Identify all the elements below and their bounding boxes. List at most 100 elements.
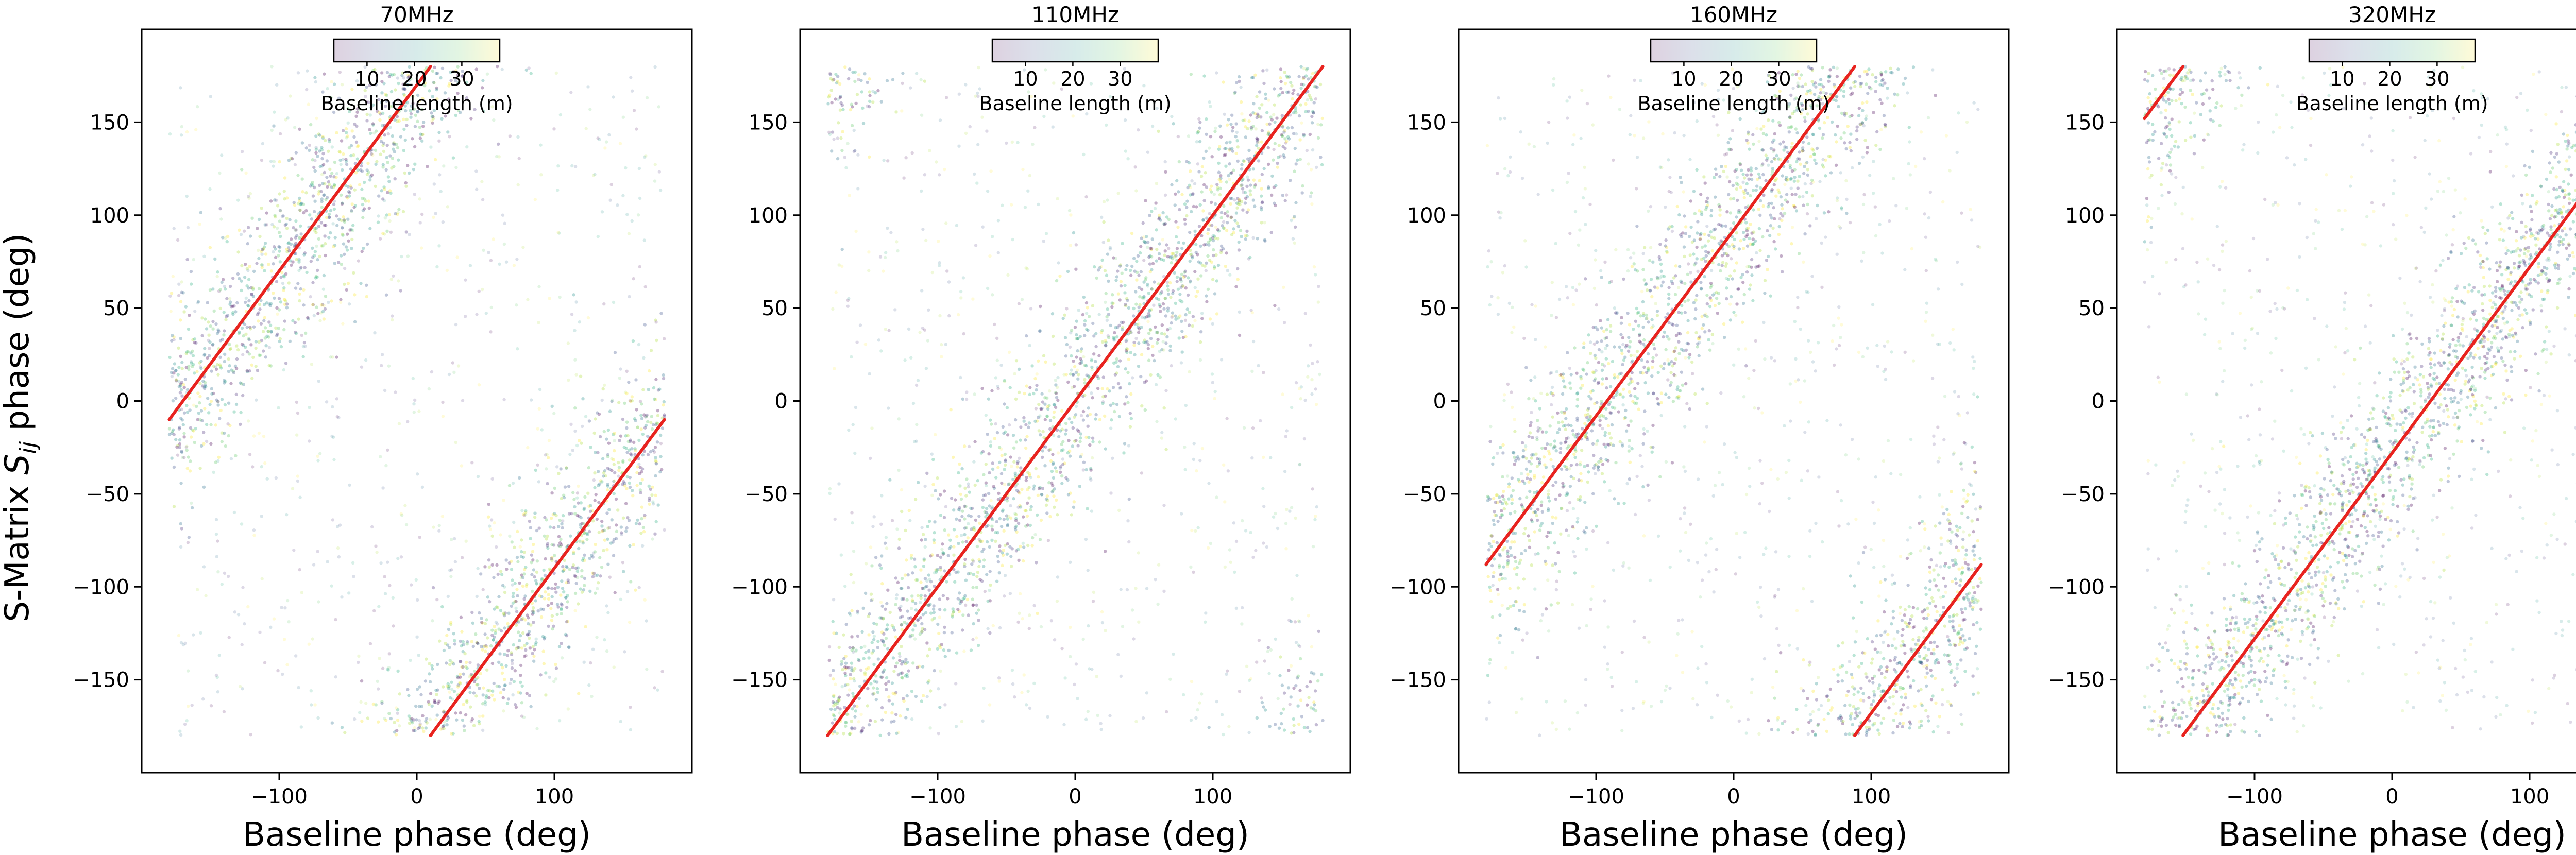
scatter-point [1221, 224, 1224, 228]
scatter-point [1294, 516, 1297, 520]
scatter-point [1154, 325, 1157, 329]
scatter-point [465, 642, 469, 646]
scatter-point [602, 430, 606, 434]
scatter-point [660, 426, 665, 430]
scatter-point [320, 206, 324, 209]
scatter-point [446, 643, 450, 647]
scatter-point [1306, 66, 1310, 71]
scatter-point [922, 558, 926, 562]
scatter-point [355, 107, 359, 111]
scatter-point [250, 293, 253, 296]
scatter-point [1069, 655, 1072, 659]
scatter-point [435, 88, 438, 92]
scatter-point [1090, 391, 1093, 395]
scatter-point [1014, 359, 1019, 363]
scatter-point [1047, 481, 1051, 485]
scatter-point [462, 672, 465, 676]
scatter-point [963, 444, 967, 448]
scatter-point [885, 546, 889, 550]
scatter-point [520, 714, 524, 718]
scatter-point [567, 485, 571, 488]
scatter-point [483, 622, 487, 626]
scatter-point [977, 65, 980, 70]
scatter-point [1087, 436, 1091, 439]
scatter-point [975, 586, 979, 589]
scatter-point [1176, 287, 1180, 291]
scatter-point [1210, 372, 1214, 376]
scatter-point [413, 193, 416, 196]
scatter-point [497, 660, 501, 664]
scatter-point [239, 422, 242, 426]
scatter-point [1080, 347, 1083, 351]
scatter-point [282, 298, 286, 301]
scatter-point [178, 425, 181, 430]
scatter-point [314, 151, 318, 155]
scatter-point [260, 252, 264, 256]
scatter-point [416, 687, 419, 691]
scatter-point [504, 260, 509, 264]
scatter-point [360, 719, 364, 723]
scatter-point [526, 632, 529, 637]
scatter-point [972, 573, 975, 576]
scatter-point [643, 598, 647, 602]
scatter-point [864, 562, 868, 566]
scatter-point [1228, 273, 1232, 277]
scatter-point [606, 453, 610, 457]
scatter-point [1017, 302, 1021, 305]
scatter-point [1262, 371, 1265, 374]
scatter-point [475, 641, 479, 644]
plot-frame [141, 28, 693, 774]
scatter-point [884, 637, 888, 640]
scatter-point [345, 162, 349, 166]
scatter-point [574, 373, 578, 377]
scatter-point [433, 700, 436, 704]
scatter-point [1240, 622, 1244, 626]
scatter-point [560, 603, 564, 607]
scatter-point [1076, 444, 1080, 448]
scatter-point [1106, 334, 1110, 338]
scatter-point [317, 192, 320, 196]
scatter-point [903, 573, 907, 577]
scatter-point [984, 413, 988, 417]
scatter-point [1087, 374, 1091, 378]
scatter-point [963, 526, 967, 530]
scatter-point [1261, 200, 1264, 204]
scatter-point [206, 301, 209, 304]
scatter-point [1206, 546, 1210, 550]
scatter-point [1023, 206, 1027, 209]
scatter-point [635, 408, 638, 412]
scatter-point [181, 291, 185, 295]
scatter-point [654, 462, 658, 466]
scatter-point [1302, 437, 1307, 441]
scatter-point [1139, 245, 1143, 248]
scatter-point [919, 580, 923, 584]
scatter-point [909, 616, 913, 620]
scatter-point [444, 642, 447, 645]
scatter-point [1100, 258, 1104, 262]
scatter-point [859, 729, 863, 733]
scatter-point [1242, 191, 1245, 194]
scatter-point [1162, 222, 1166, 226]
scatter-point [430, 370, 434, 374]
scatter-point [986, 189, 990, 193]
scatter-point [836, 97, 840, 101]
scatter-point [433, 698, 436, 703]
scatter-point [535, 727, 539, 731]
scatter-point [1071, 386, 1074, 389]
scatter-point [518, 476, 521, 480]
scatter-point [1148, 270, 1152, 274]
scatter-point [1260, 173, 1264, 176]
scatter-point [404, 523, 409, 527]
scatter-point [415, 718, 418, 722]
scatter-point [369, 106, 373, 109]
scatter-point [869, 682, 873, 686]
scatter-point [938, 615, 941, 619]
scatter-point [413, 162, 417, 166]
scatter-point [503, 590, 507, 594]
scatter-point [1056, 398, 1060, 402]
scatter-point [202, 254, 206, 258]
scatter-point [1011, 682, 1015, 686]
scatter-point [1193, 229, 1197, 233]
scatter-point [388, 105, 392, 109]
scatter-point [339, 254, 343, 258]
